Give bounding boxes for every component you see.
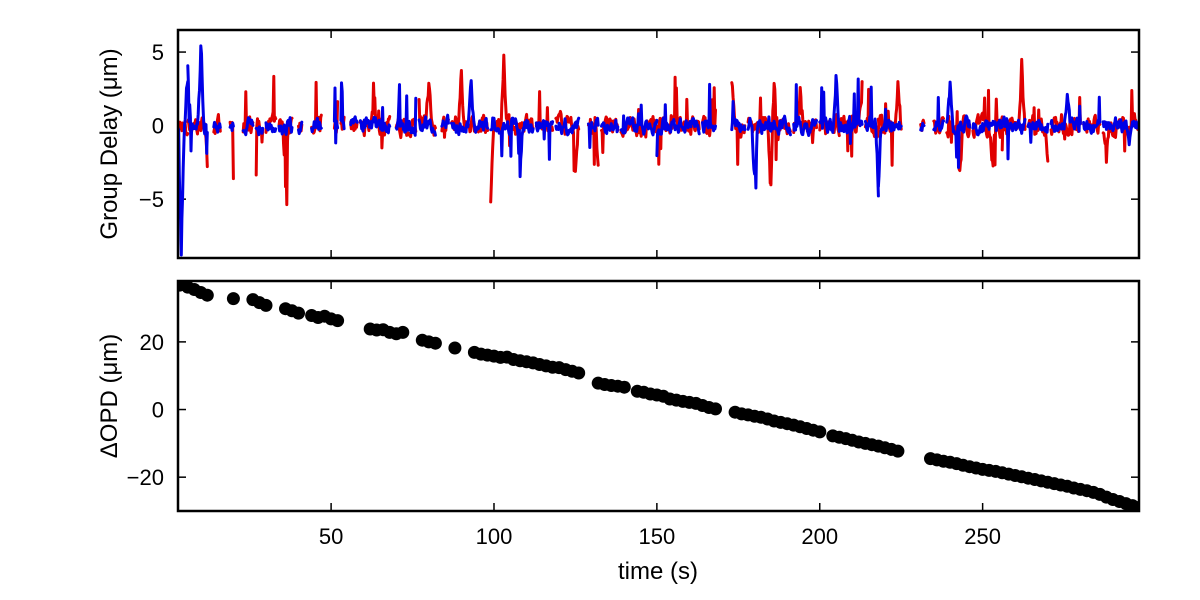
group-delay-trace-segment — [1026, 118, 1050, 144]
group-delay-trace-segment — [297, 120, 304, 136]
delta-opd-point — [891, 444, 905, 458]
group-delay-trace-segment — [554, 116, 581, 137]
group-delay-panel: 5 0 −5 Group Delay (μm) — [96, 28, 1141, 260]
y-tick-label: 20 — [140, 330, 164, 355]
x-tick-label: 200 — [801, 524, 838, 549]
delta-opd-point — [396, 325, 410, 339]
group-delay-trace-segment — [587, 116, 600, 149]
group-delay-trace-segment — [212, 120, 222, 134]
group-delay-trace-segment — [254, 125, 265, 137]
group-delay-trace-segment — [339, 81, 346, 131]
group-delay-trace-segment — [450, 120, 470, 137]
y-tick-label: 0 — [152, 398, 164, 423]
group-delay-trace-segment — [863, 85, 880, 198]
group-delay-trace-segment — [792, 83, 818, 137]
delta-opd-point — [813, 425, 827, 439]
group-delay-trace-segment — [489, 116, 515, 158]
group-delay-trace-segment — [277, 116, 294, 136]
group-delay-trace-segment — [876, 107, 893, 188]
delta-opd-point — [448, 341, 462, 355]
y-tick-label: 5 — [152, 40, 164, 65]
group-delay-trace-segment — [178, 80, 190, 257]
group-delay-trace-segment — [655, 103, 685, 158]
x-tick-label: 250 — [964, 524, 1001, 549]
group-delay-trace-segment — [919, 121, 926, 132]
group-delay-trace-segment — [417, 115, 437, 137]
group-delay-trace-segment — [837, 77, 864, 145]
delta-opd-axes-box — [176, 279, 1141, 513]
group-delay-trace-segment — [417, 81, 437, 137]
delta-opd-point — [1130, 501, 1139, 511]
delta-opd-point — [331, 314, 345, 328]
delta-opd-point — [226, 292, 240, 306]
group-delay-trace-segment — [769, 114, 792, 137]
group-delay-trace-segment — [264, 121, 278, 134]
group-delay-trace-segment — [349, 115, 359, 127]
group-delay-trace-segment — [277, 116, 294, 207]
x-tick-label: 100 — [476, 524, 513, 549]
group-delay-trace-segment — [746, 115, 773, 190]
group-delay-trace-segment — [534, 119, 555, 161]
group-delay-trace-segment — [1082, 95, 1102, 135]
x-tick-label: 50 — [319, 524, 343, 549]
delta-opd-ticks — [178, 281, 1139, 511]
group-delay-trace-segment — [932, 96, 945, 132]
group-delay-trace-segment — [228, 121, 235, 132]
delta-opd-point — [709, 402, 722, 416]
y-tick-label: 0 — [152, 114, 164, 139]
group-delay-trace-segment — [701, 82, 717, 134]
group-delay-trace-segment — [512, 117, 535, 179]
time-x-axis-label: time (s) — [618, 558, 698, 585]
y-tick-label: −5 — [139, 187, 164, 212]
group-delay-trace-segment — [701, 86, 717, 138]
group-delay-trace-segment — [394, 83, 418, 137]
delta-opd-point — [572, 366, 586, 380]
delta-opd-point — [617, 380, 631, 394]
group-delay-trace-segment — [1049, 92, 1082, 133]
group-delay-y-tick-labels: 5 0 −5 — [139, 40, 164, 212]
delta-opd-point — [292, 306, 305, 320]
delta-opd-x-tick-labels: 50 100 150 200 250 — [319, 524, 1001, 549]
delta-opd-points — [178, 281, 1139, 511]
group-delay-trace-segment — [1101, 116, 1139, 147]
group-delay-trace-segment — [945, 80, 972, 169]
group-delay-trace-segment — [600, 118, 620, 135]
group-delay-trace-segment — [1000, 115, 1027, 161]
group-delay-trace-segment — [466, 79, 489, 134]
group-delay-y-axis-label: Group Delay (μm) — [96, 48, 123, 239]
group-delay-trace-segment — [730, 100, 747, 133]
group-delay-trace-segment — [178, 120, 190, 137]
group-delay-trace-segment — [186, 44, 209, 155]
group-delay-axes-box — [176, 28, 1141, 260]
delta-opd-panel: 200−20 50 100 150 200 250 ΔOPD (μm) time (s) — [96, 279, 1141, 585]
group-delay-trace-segment — [554, 109, 581, 173]
group-delay-trace-segment — [310, 116, 323, 134]
group-delay-trace-segment — [971, 118, 1004, 137]
group-delay-trace-segment — [681, 117, 701, 136]
delta-opd-point — [428, 336, 442, 350]
y-tick-label: −20 — [127, 465, 164, 490]
delta-opd-y-axis-label: ΔOPD (μm) — [96, 334, 123, 459]
delta-opd-y-tick-labels: 20 0 −20 — [127, 330, 164, 490]
group-delay-trace-segment — [619, 103, 659, 137]
delta-opd-point — [200, 288, 214, 302]
group-delay-trace-segment — [889, 120, 903, 133]
group-delay-trace-segment — [375, 106, 392, 135]
group-delay-trace-segment — [332, 86, 340, 145]
delta-opd-point — [259, 298, 273, 312]
group-delay-trace-segment — [440, 113, 450, 130]
group-delay-series — [178, 44, 1139, 257]
group-delay-trace-segment — [241, 116, 255, 137]
x-tick-label: 150 — [639, 524, 676, 549]
group-delay-trace-segment — [358, 115, 379, 133]
group-delay-trace-segment — [818, 74, 841, 134]
